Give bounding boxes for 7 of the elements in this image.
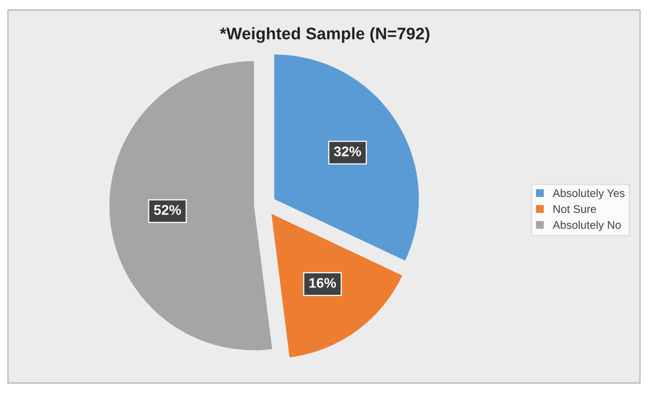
data-label: 32% xyxy=(334,146,362,156)
data-label: 16% xyxy=(309,278,336,288)
chart-title: *Weighted Sample (N=792) xyxy=(220,27,430,43)
legend-label: Absolutely Yes xyxy=(552,188,625,200)
legend-label: Absolutely No xyxy=(552,220,621,232)
data-label: 52% xyxy=(154,205,181,215)
legend-label: Not Sure xyxy=(554,205,596,213)
